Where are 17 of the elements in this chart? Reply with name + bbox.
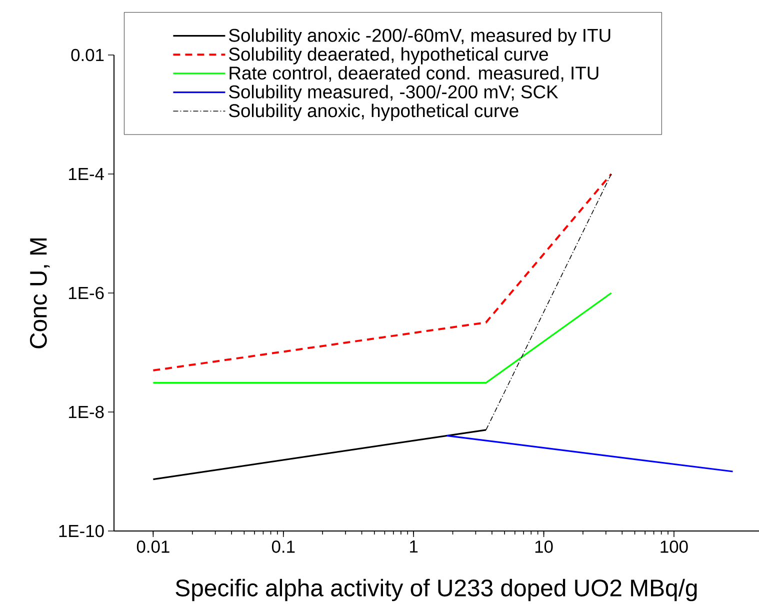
x-tick-label: 100 bbox=[660, 540, 688, 553]
y-tick-label: 1E-6 bbox=[68, 286, 104, 300]
y-tick-label: 0.01 bbox=[71, 48, 104, 62]
y-axis-title: Conc U, M bbox=[30, 238, 50, 348]
legend-label: Solubility anoxic, hypothetical curve bbox=[229, 104, 518, 121]
x-tick-label: 0.1 bbox=[272, 540, 295, 553]
y-tick-label: 1E-8 bbox=[68, 406, 104, 418]
legend-label: Rate control, deaerated cond. measured, ITU bbox=[230, 66, 598, 82]
legend-label: Solubility anoxic -200/-60mV, measured by ITU bbox=[229, 28, 610, 46]
y-tick-label: 1E-10 bbox=[59, 524, 104, 538]
y-tick-label: 1E-4 bbox=[68, 168, 104, 180]
x-tick-label: 0.01 bbox=[136, 540, 170, 553]
x-tick-label: 10 bbox=[535, 540, 553, 553]
legend-label: Solubility deaerated, hypothetical curve bbox=[229, 47, 548, 64]
x-tick-label: 1 bbox=[410, 540, 418, 553]
x-axis-title: Specific alpha activity of U233 doped UO2 MBq/g bbox=[176, 578, 697, 602]
legend-label: Solubility measured, -300/-200 mV; SCK bbox=[229, 84, 558, 102]
